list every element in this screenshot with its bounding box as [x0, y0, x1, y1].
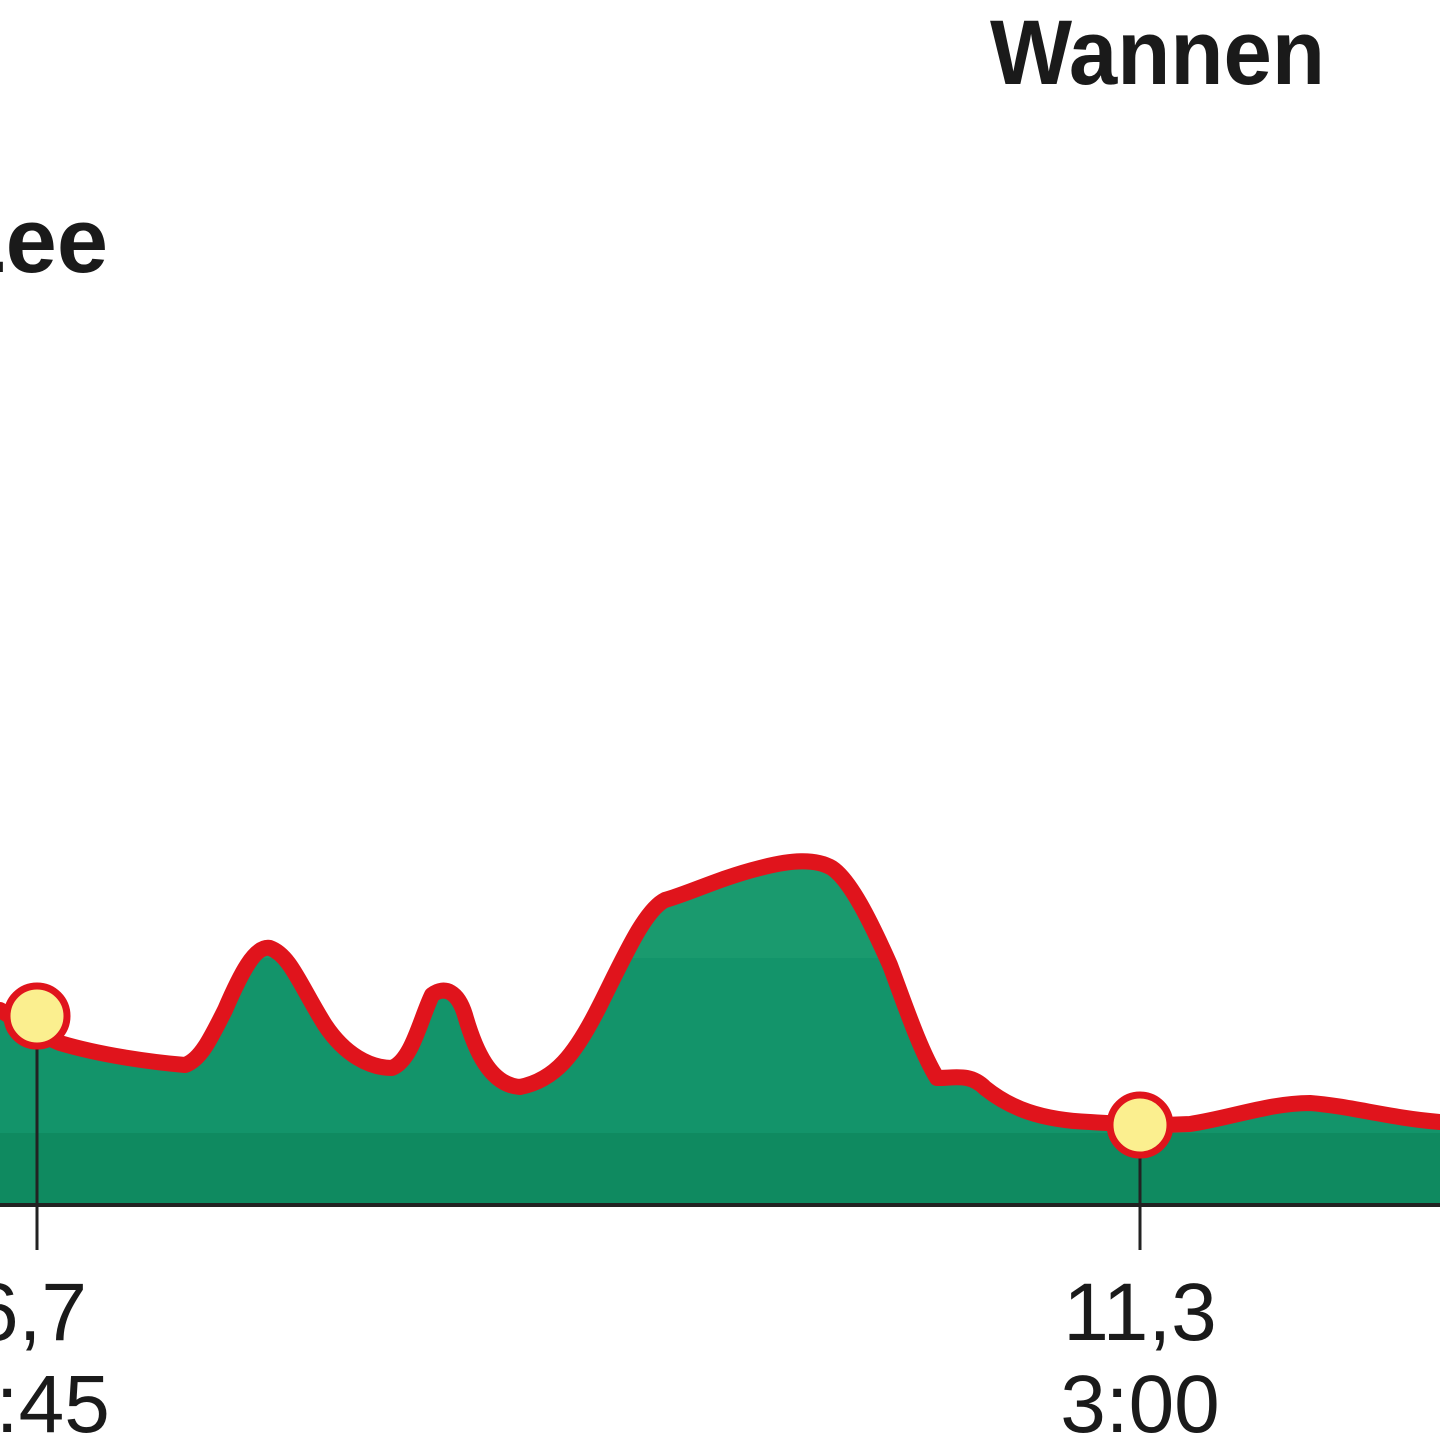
waypoint-name: Lee [0, 190, 108, 292]
waypoint-time: 1:45 [0, 1359, 110, 1440]
route-line [0, 853, 1440, 1133]
waypoint-time: 3:00 [1060, 1359, 1220, 1440]
waypoint-distance: 11,3 [1063, 1267, 1217, 1358]
profile-area [0, 861, 1440, 1205]
waypoint-marker [1106, 1091, 1174, 1159]
waypoint-marker [3, 982, 71, 1050]
waypoint-name: Wannen [990, 2, 1325, 104]
waypoint-distance: 6,7 [0, 1267, 87, 1358]
